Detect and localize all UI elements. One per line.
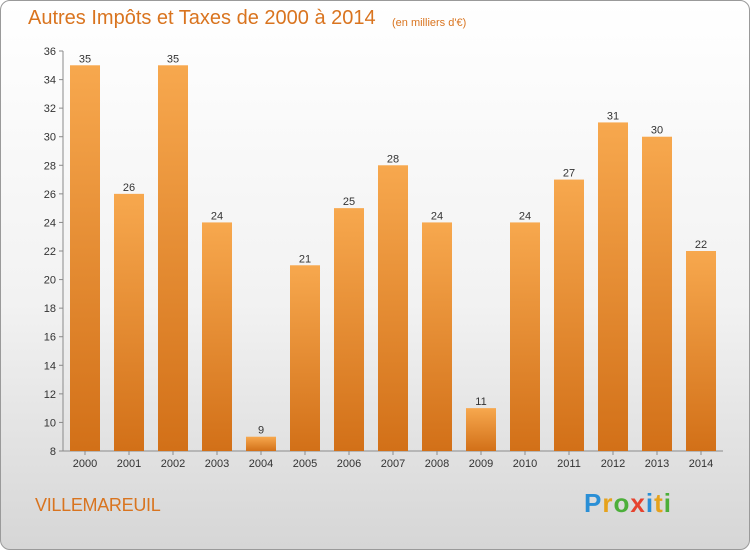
value-label: 25 <box>343 196 355 208</box>
x-tick-label: 2009 <box>469 458 493 470</box>
y-tick-label: 16 <box>44 332 56 344</box>
chart-subtitle: (en milliers d'€) <box>392 17 467 29</box>
value-label: 28 <box>387 153 399 165</box>
bar-2013 <box>642 136 672 451</box>
bar-2011 <box>554 179 584 452</box>
value-label: 11 <box>475 396 486 408</box>
bar-2010 <box>510 222 540 451</box>
x-tick-label: 2000 <box>73 458 97 470</box>
chart-title: Autres Impôts et Taxes de 2000 à 2014 <box>28 7 376 29</box>
value-label: 30 <box>651 125 663 137</box>
y-tick-label: 36 <box>44 46 56 58</box>
bar-2014 <box>686 251 716 451</box>
bar-2000 <box>70 65 100 452</box>
bar-2012 <box>598 122 628 451</box>
y-tick-label: 34 <box>44 75 56 87</box>
logo-letter: o <box>613 488 631 518</box>
x-tick-label: 2003 <box>205 458 229 470</box>
logo-letter: t <box>654 488 664 518</box>
logo-letter: P <box>584 488 603 518</box>
x-tick-label: 2002 <box>161 458 185 470</box>
bar-2008 <box>422 222 452 451</box>
y-tick-label: 12 <box>44 389 56 401</box>
bar-2006 <box>334 208 364 451</box>
bar-2009 <box>466 408 496 451</box>
x-tick-label: 2004 <box>249 458 273 470</box>
x-tick-label: 2008 <box>425 458 449 470</box>
value-label: 35 <box>79 53 91 65</box>
logo-letter: r <box>602 488 614 518</box>
bar-2007 <box>378 165 408 452</box>
x-tick-label: 2010 <box>513 458 537 470</box>
x-tick-label: 2013 <box>645 458 669 470</box>
bar-2001 <box>114 193 144 451</box>
y-tick-label: 14 <box>44 360 56 372</box>
logo-letter: x <box>630 488 646 518</box>
value-label: 21 <box>299 253 311 265</box>
value-label: 27 <box>563 168 575 180</box>
y-tick-label: 20 <box>44 275 56 287</box>
y-tick-label: 30 <box>44 132 56 144</box>
y-tick-label: 8 <box>50 446 56 458</box>
bar-2004 <box>246 436 276 451</box>
value-label: 31 <box>607 110 619 122</box>
y-tick-label: 28 <box>44 160 56 172</box>
bar-2003 <box>202 222 232 451</box>
y-tick-label: 18 <box>44 303 56 315</box>
value-label: 24 <box>211 210 223 222</box>
x-tick-label: 2001 <box>117 458 141 470</box>
value-label: 24 <box>519 210 531 222</box>
x-tick-label: 2012 <box>601 458 625 470</box>
y-tick-label: 32 <box>44 103 56 115</box>
x-tick-label: 2011 <box>557 458 581 470</box>
value-label: 35 <box>167 53 179 65</box>
x-tick-label: 2006 <box>337 458 361 470</box>
value-label: 22 <box>695 239 707 251</box>
x-tick-label: 2007 <box>381 458 405 470</box>
y-tick-label: 22 <box>44 246 56 258</box>
value-label: 26 <box>123 182 135 194</box>
value-label: 9 <box>258 425 264 437</box>
y-tick-label: 26 <box>44 189 56 201</box>
x-tick-label: 2005 <box>293 458 317 470</box>
x-tick-label: 2014 <box>689 458 713 470</box>
logo-letter: i <box>663 488 672 518</box>
logo-letter: i <box>645 488 655 518</box>
proxiti-logo: Proxiti <box>584 488 672 519</box>
value-label: 24 <box>431 210 443 222</box>
y-tick-label: 10 <box>44 417 56 429</box>
bar-2005 <box>290 265 320 451</box>
y-tick-label: 24 <box>44 217 56 229</box>
commune-name: VILLEMAREUIL <box>35 495 161 515</box>
bar-2002 <box>158 65 188 452</box>
